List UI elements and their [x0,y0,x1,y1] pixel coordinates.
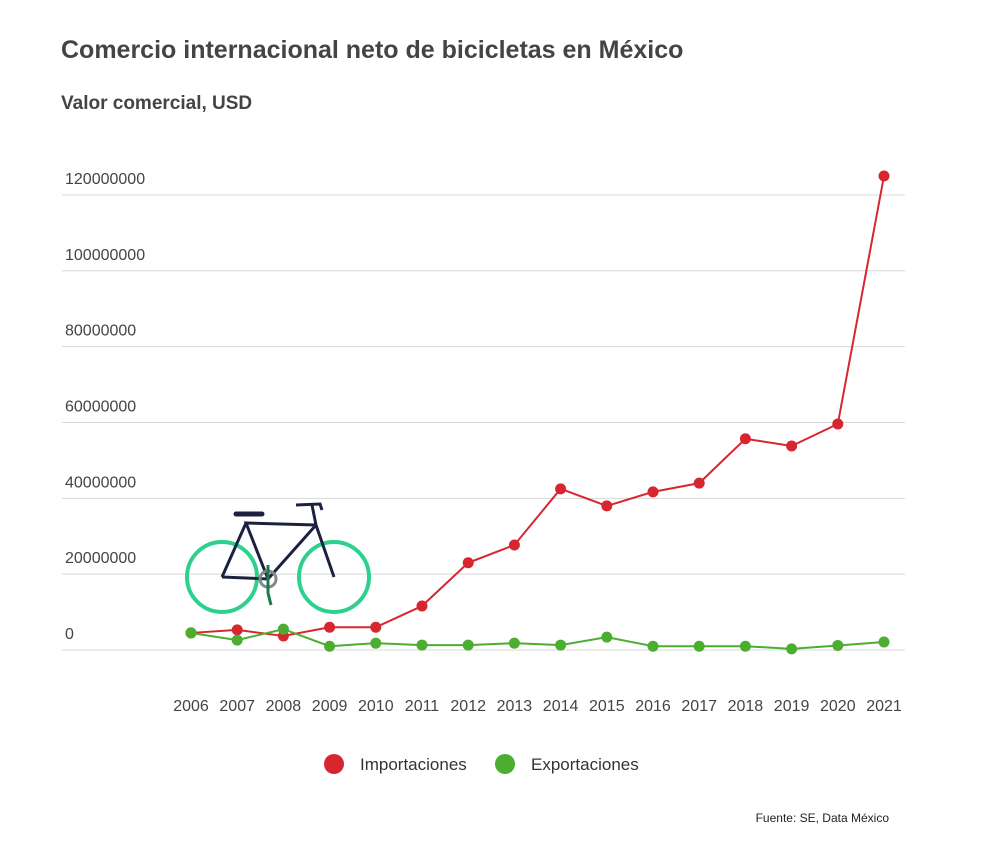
data-point [277,623,289,635]
data-point [555,483,567,495]
data-point [878,636,890,648]
x-tick-label: 2016 [635,698,671,715]
data-point [462,557,474,569]
x-tick-label: 2014 [543,698,579,715]
x-tick-label: 2013 [497,698,533,715]
legend-label: Importaciones [360,755,467,774]
x-tick-label: 2009 [312,698,348,715]
x-tick-label: 2018 [728,698,764,715]
data-point [647,486,659,498]
x-tick-label: 2015 [589,698,625,715]
series-line [190,175,885,637]
y-tick-label: 100000000 [65,247,145,264]
x-tick-label: 2012 [450,698,486,715]
data-point [324,640,336,652]
chart-subtitle: Valor comercial, USD [61,93,252,114]
data-point [508,539,520,551]
data-point [416,600,428,612]
x-tick-label: 2020 [820,698,856,715]
legend-label: Exportaciones [531,755,639,774]
legend-marker [324,754,344,774]
x-tick-label: 2008 [266,698,302,715]
x-tick-label: 2010 [358,698,394,715]
data-point [231,634,243,646]
chart-title: Comercio internacional neto de bicicleta… [61,36,683,64]
data-point [508,637,520,649]
x-tick-label: 2019 [774,698,810,715]
data-point [601,631,613,643]
data-point [370,621,382,633]
data-point [462,639,474,651]
data-point [231,624,243,636]
data-point [739,433,751,445]
data-point [601,500,613,512]
bicycle-icon [185,502,371,614]
series-line [190,628,885,650]
data-point [786,440,798,452]
y-tick-label: 60000000 [65,398,136,415]
data-point [647,640,659,652]
data-point [416,639,428,651]
y-tick-label: 40000000 [65,474,136,491]
data-point [693,477,705,489]
data-point [786,643,798,655]
legend-marker [495,754,515,774]
data-point [878,170,890,182]
x-tick-label: 2006 [173,698,209,715]
y-tick-label: 20000000 [65,550,136,567]
y-tick-label: 120000000 [65,171,145,188]
data-point [324,621,336,633]
data-point [185,627,197,639]
y-tick-label: 80000000 [65,323,136,340]
y-tick-label: 0 [65,626,74,643]
source: Fuente: SE, Data México [756,811,890,825]
x-tick-label: 2017 [681,698,717,715]
data-point [832,418,844,430]
x-tick-label: 2011 [405,698,440,715]
data-point [555,639,567,651]
data-point [370,637,382,649]
data-point [739,640,751,652]
data-point [832,639,844,651]
x-tick-label: 2007 [219,698,255,715]
data-point [693,640,705,652]
x-tick-label: 2021 [866,698,902,715]
